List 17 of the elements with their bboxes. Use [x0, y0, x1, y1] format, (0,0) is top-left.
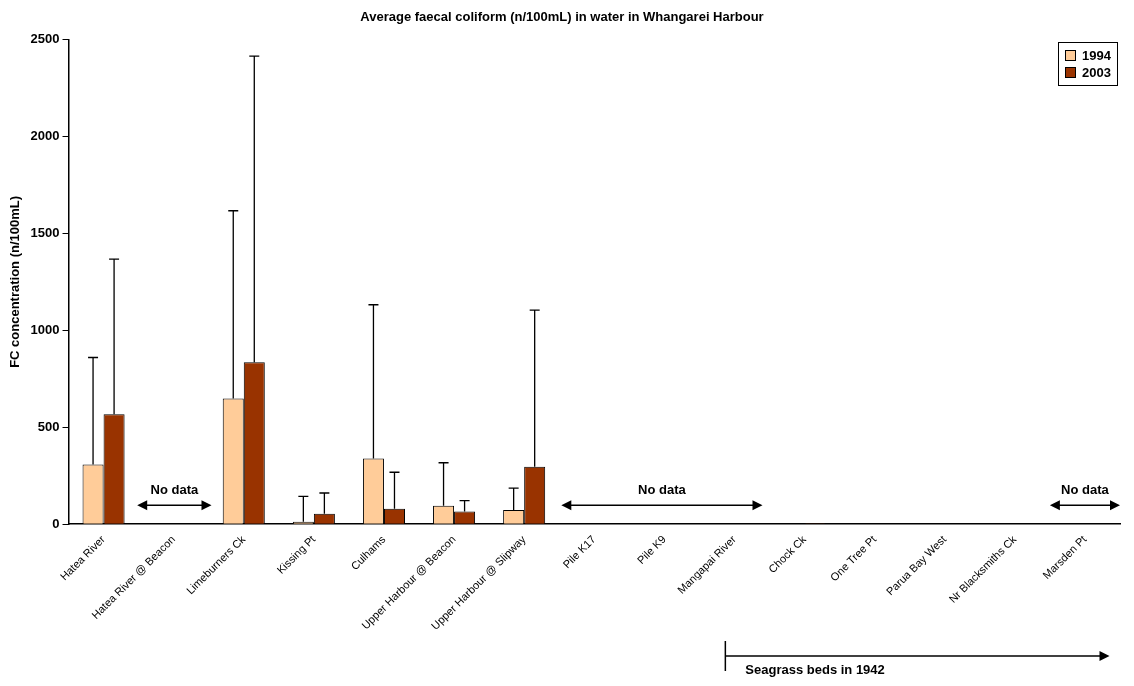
- y-axis-title: FC concentration (n/100mL): [7, 195, 23, 368]
- text: Seagrass beds in 1942: [745, 662, 885, 677]
- legend-label: 2003: [1082, 64, 1111, 80]
- y-tick-label: 0: [52, 515, 60, 531]
- y-tick-label: 1000: [30, 321, 60, 337]
- annotation: No data: [150, 482, 199, 498]
- y-tick-label: 2500: [30, 31, 60, 47]
- y-tick-label: 1500: [30, 225, 60, 241]
- chart-title: Average faecal coliform (n/100mL) in water in Whangarei Harbour: [360, 9, 764, 25]
- x-tick-label: Pile K9: [634, 532, 668, 567]
- annotation: No data: [1061, 482, 1109, 498]
- y-tick-label: 500: [37, 418, 60, 434]
- x-tick-label: One Tree Pt: [827, 532, 879, 584]
- annotation: No data: [638, 482, 686, 498]
- legend-label: 1994: [1082, 47, 1111, 63]
- y-tick-label: 2000: [30, 128, 60, 144]
- x-tick-label: Pile K17: [560, 532, 598, 571]
